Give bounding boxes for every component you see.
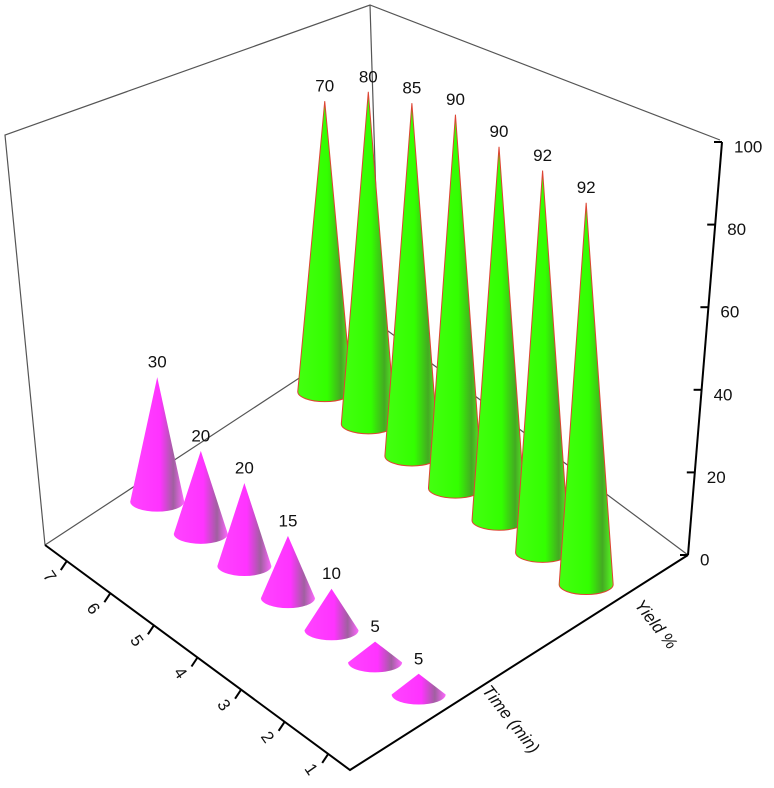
cone <box>515 170 571 563</box>
x-tick <box>103 592 112 603</box>
value-label: 5 <box>370 617 379 636</box>
floor-front-edges <box>44 544 689 772</box>
x-tick <box>277 721 286 732</box>
x-tick <box>234 689 242 700</box>
value-label: 85 <box>402 79 421 98</box>
value-label: 20 <box>191 426 210 445</box>
x-tick-label: 5 <box>126 631 147 650</box>
cone <box>297 101 353 403</box>
cone <box>471 146 527 531</box>
value-label: 80 <box>359 67 378 86</box>
cone <box>391 673 446 705</box>
x-tick <box>321 753 330 764</box>
cone <box>130 377 185 512</box>
z-tick-label: 0 <box>700 550 709 569</box>
value-label: 10 <box>322 564 341 583</box>
z-tick-label: 20 <box>707 468 726 487</box>
value-label: 70 <box>315 77 334 96</box>
cone <box>427 114 483 499</box>
x-tick-label: 7 <box>39 567 60 586</box>
cone <box>173 450 228 544</box>
value-label: 20 <box>235 458 254 477</box>
z-tick-label: 40 <box>714 385 733 404</box>
z-tick-label: 80 <box>727 220 746 239</box>
x-tick <box>59 560 68 571</box>
x-axis-title: Time (min) <box>478 682 543 758</box>
z-tick-label: 100 <box>734 137 762 156</box>
value-label: 15 <box>278 511 297 530</box>
cone <box>304 588 359 641</box>
cone <box>384 103 440 467</box>
x-tick <box>190 656 199 668</box>
x-tick-label: 4 <box>170 664 191 683</box>
value-label: 30 <box>148 353 167 372</box>
x-tick-label: 1 <box>301 760 322 779</box>
x-tick-label: 3 <box>213 696 234 715</box>
cone <box>348 641 403 673</box>
value-label: 92 <box>577 178 596 197</box>
cone <box>558 202 614 596</box>
value-label: 90 <box>490 122 509 141</box>
cone <box>340 91 396 435</box>
z-axis <box>687 141 723 556</box>
x-tick-label: 6 <box>83 599 104 618</box>
cone <box>217 482 272 576</box>
back-top-edges <box>4 4 721 546</box>
value-label: 5 <box>414 649 423 668</box>
x-tick <box>147 624 155 635</box>
cone <box>260 535 315 609</box>
value-label: 90 <box>446 90 465 109</box>
value-label: 92 <box>533 146 552 165</box>
z-tick-label: 60 <box>720 303 739 322</box>
x-tick-label: 2 <box>257 728 278 747</box>
y-axis-title: Yield % <box>631 596 681 653</box>
